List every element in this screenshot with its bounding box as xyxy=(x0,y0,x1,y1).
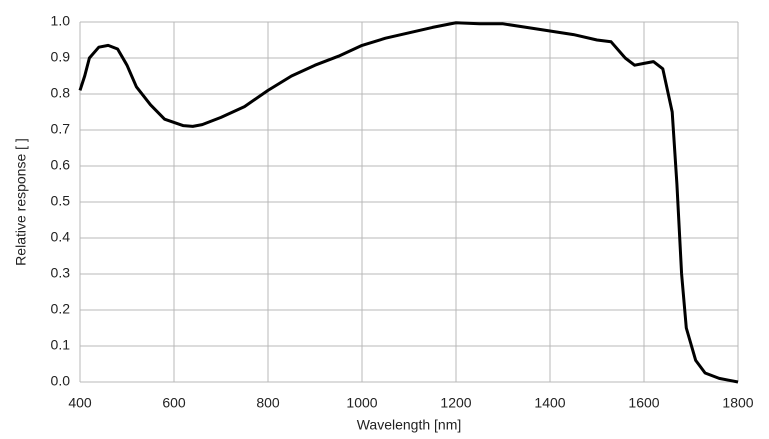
y-tick-label: 0.9 xyxy=(51,49,71,65)
y-tick-label: 0.3 xyxy=(51,265,71,281)
x-axis-label: Wavelength [nm] xyxy=(357,417,462,433)
y-axis-label: Relative response [ ] xyxy=(13,138,29,266)
x-tick-label: 800 xyxy=(256,395,280,411)
data-line xyxy=(78,21,739,384)
y-tick-label: 0.5 xyxy=(51,193,71,209)
x-tick-label: 1400 xyxy=(534,395,565,411)
x-tick-label: 1000 xyxy=(346,395,377,411)
y-tick-label: 0.8 xyxy=(51,85,71,101)
y-tick-label: 0.6 xyxy=(51,157,71,173)
y-tick-label: 0.1 xyxy=(51,337,71,353)
x-tick-label: 400 xyxy=(68,395,92,411)
y-tick-label: 0.7 xyxy=(51,121,71,137)
x-tick-label: 1800 xyxy=(722,395,753,411)
y-tick-label: 1.0 xyxy=(51,13,71,29)
x-tick-label: 600 xyxy=(162,395,186,411)
x-tick-label: 1200 xyxy=(440,395,471,411)
y-tick-label: 0.0 xyxy=(51,373,71,389)
x-tick-label: 1600 xyxy=(628,395,659,411)
y-tick-label: 0.4 xyxy=(51,229,71,245)
y-tick-label: 0.2 xyxy=(51,301,71,317)
